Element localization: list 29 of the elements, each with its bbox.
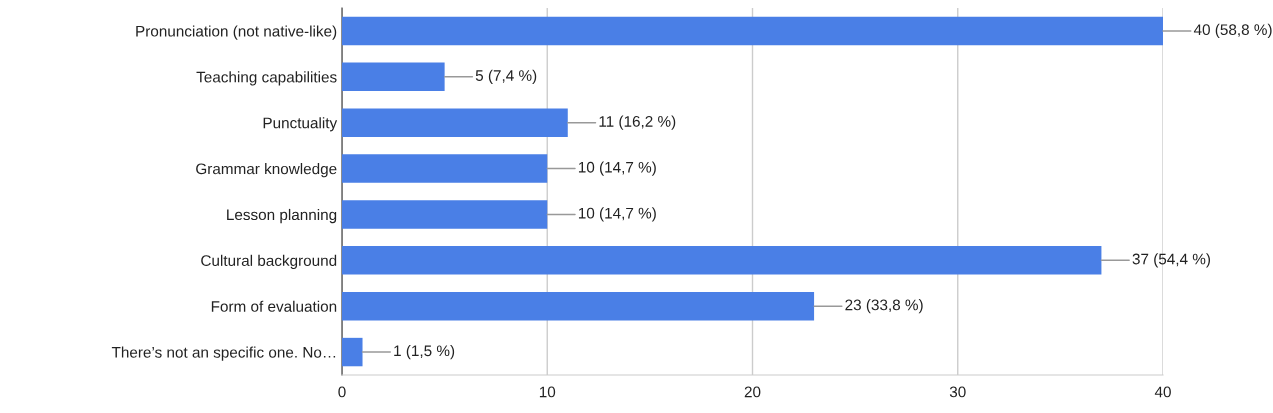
y-tick-label: Lesson planning: [227, 208, 337, 224]
bar: [342, 154, 548, 183]
x-tick-label: 40: [1154, 386, 1171, 398]
y-tick-label: There’s not an specific one. No…: [111, 346, 336, 361]
data-label: 11 (16,2 %): [599, 115, 676, 130]
data-label: 40 (58,8 %): [1193, 23, 1272, 39]
data-label: 10 (14,7 %): [578, 207, 656, 222]
x-tick-label: 0: [338, 386, 346, 398]
y-tick-label: Punctuality: [263, 117, 338, 132]
bar: [342, 62, 445, 92]
data-label: 37 (54,4 %): [1132, 253, 1211, 268]
x-tick-label: 30: [949, 386, 966, 398]
x-tick-label: 10: [539, 386, 556, 398]
data-label: 5 (7,4 %): [475, 69, 537, 84]
x-tick-label: 20: [744, 386, 761, 398]
data-label: 10 (14,7 %): [578, 161, 656, 176]
y-tick-label: Form of evaluation: [211, 300, 337, 312]
y-tick-label: Pronunciation (not native-like): [136, 25, 337, 40]
y-tick-label: Grammar knowledge: [196, 163, 337, 178]
bar: [342, 200, 548, 229]
bar: [342, 16, 1163, 46]
bar: [342, 108, 568, 137]
data-label: 1 (1,5 %): [394, 344, 455, 360]
bar: [342, 246, 1102, 275]
data-label: 23 (33,8 %): [845, 299, 923, 314]
y-tick-label: Teaching capabilities: [196, 71, 337, 86]
bar: [342, 337, 363, 367]
bar: [342, 291, 815, 321]
y-tick-label: Cultural background: [201, 254, 337, 270]
